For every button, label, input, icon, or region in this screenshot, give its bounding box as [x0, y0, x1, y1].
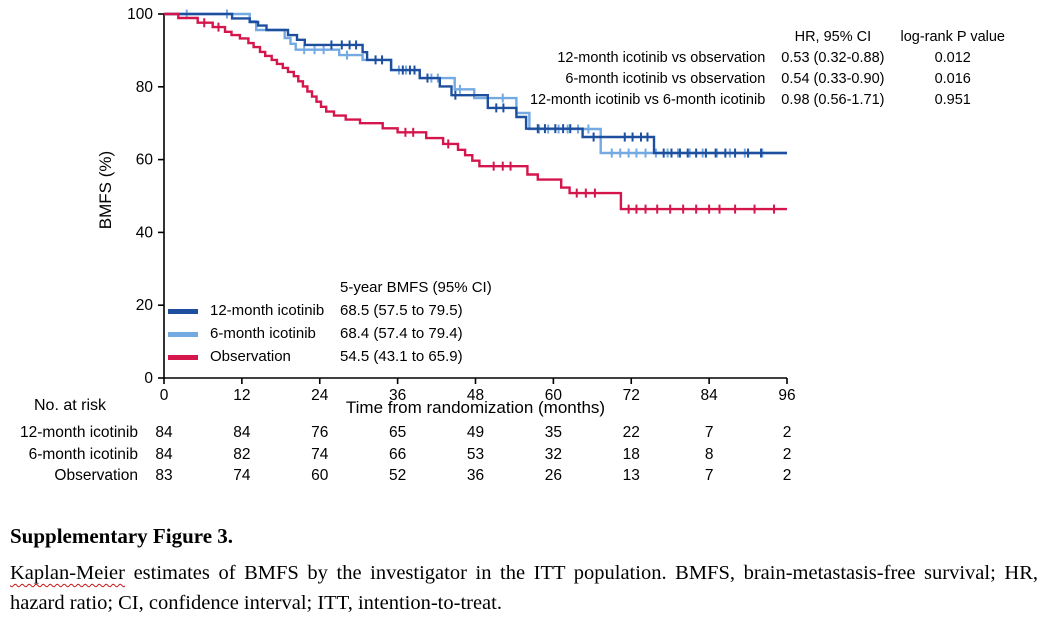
risk-count: 7	[704, 424, 714, 441]
legend-item: 6-month icotinib 68.4 (57.4 to 79.4)	[168, 324, 492, 344]
legend: 5-year BMFS (95% CI) 12-month icotinib 68…	[168, 278, 492, 370]
risk-count: 8	[704, 445, 714, 463]
risk-count: 35	[544, 424, 562, 441]
hr-table-header-spacer	[530, 27, 765, 48]
risk-count: 65	[389, 424, 407, 441]
x-tick-label: 36	[389, 387, 406, 404]
y-tick-label: 60	[136, 152, 154, 169]
risk-count: 22	[622, 424, 640, 441]
risk-table-title: No. at risk	[33, 397, 106, 414]
risk-count: 49	[466, 424, 485, 441]
risk-count: 53	[466, 445, 485, 463]
hr-row-value: 0.53 (0.32-0.88)	[781, 50, 885, 66]
caption-kaplan-meier-word: Kaplan-Meier	[10, 562, 125, 584]
x-axis-title: Time from randomization (months)	[345, 398, 606, 417]
km-curve-observation	[164, 12, 787, 211]
hr-row-pvalue: 0.012	[934, 50, 971, 66]
risk-count: 84	[155, 445, 173, 463]
risk-count: 66	[389, 445, 407, 463]
legend-value: 68.4 (57.4 to 79.4)	[340, 325, 463, 342]
legend-swatch	[168, 354, 198, 360]
risk-count: 18	[622, 445, 640, 463]
legend-value: 54.5 (43.1 to 65.9)	[340, 348, 463, 365]
hr-row-comparison: 12-month icotinib vs 6-month icotinib	[529, 92, 766, 108]
risk-count: 7	[704, 467, 714, 484]
km-plot: 0 20 40 60 80 100 0 12 24 36 48 60 72 84 96	[127, 6, 796, 404]
risk-count: 26	[544, 467, 562, 484]
risk-count: 2	[782, 424, 792, 441]
risk-count: 82	[233, 445, 251, 463]
figure-caption: Supplementary Figure 3. Kaplan-Meier est…	[10, 524, 1038, 618]
risk-count: 60	[311, 467, 329, 484]
risk-row-label: Observation	[54, 467, 138, 484]
risk-row-label: 6-month icotinib	[28, 445, 138, 463]
risk-count: 13	[622, 467, 640, 484]
legend-value: 68.5 (57.5 to 79.5)	[340, 302, 463, 319]
hr-table-header-hr: HR, 95% CI	[794, 29, 872, 45]
x-tick-label: 72	[623, 387, 640, 404]
risk-count: 52	[389, 467, 407, 484]
y-tick-label: 100	[127, 6, 153, 23]
hr-row-value: 0.98 (0.56-1.71)	[781, 92, 885, 108]
km-curve-12-month-icotinib	[164, 12, 787, 155]
hr-row-pvalue: 0.951	[934, 92, 971, 108]
legend-header: 5-year BMFS (95% CI)	[340, 279, 492, 296]
x-tick-label: 48	[467, 387, 484, 404]
y-axis-title: BMFS (%)	[96, 150, 115, 230]
hr-table: HR, 95% CI log-rank P value 12-month ico…	[530, 27, 1005, 111]
hr-table-header-p: log-rank P value	[900, 29, 1005, 45]
x-tick-label: 24	[311, 387, 329, 404]
x-tick-label: 0	[160, 387, 169, 404]
legend-label: 6-month icotinib	[210, 325, 316, 342]
risk-count: 32	[544, 445, 562, 463]
x-tick-label: 60	[545, 387, 563, 404]
risk-count: 76	[311, 424, 329, 441]
legend-item: Observation 54.5 (43.1 to 65.9)	[168, 347, 492, 367]
hr-row-comparison: 6-month icotinib vs observation	[565, 71, 766, 87]
legend-item: 12-month icotinib 68.5 (57.5 to 79.5)	[168, 301, 492, 321]
y-tick-label: 40	[136, 224, 154, 241]
hr-row-pvalue: 0.016	[934, 71, 971, 87]
risk-count: 2	[782, 445, 792, 463]
risk-row-label: 12-month icotinib	[19, 424, 138, 441]
x-tick-label: 96	[778, 387, 795, 404]
risk-count: 74	[233, 467, 251, 484]
legend-swatch	[168, 331, 198, 337]
legend-label: 12-month icotinib	[210, 302, 325, 319]
legend-swatch	[168, 308, 198, 314]
risk-count: 84	[233, 424, 251, 441]
risk-count: 83	[155, 467, 173, 484]
risk-count: 2	[782, 467, 792, 484]
y-tick-label: 0	[144, 370, 153, 387]
caption-title: Supplementary Figure 3.	[10, 524, 234, 548]
legend-label: Observation	[210, 348, 291, 365]
risk-count: 36	[466, 467, 485, 484]
x-tick-label: 84	[701, 387, 719, 404]
risk-count: 74	[311, 445, 329, 463]
y-tick-label: 80	[136, 79, 154, 96]
x-tick-label: 12	[233, 387, 250, 404]
hr-row-comparison: 12-month icotinib vs observation	[557, 50, 766, 66]
risk-count: 84	[155, 424, 173, 441]
y-tick-label: 20	[136, 297, 154, 314]
caption-body: Kaplan-Meier estimates of BMFS by the in…	[10, 558, 1038, 618]
caption-body-text: estimates of BMFS by the investigator in…	[10, 562, 1038, 614]
hr-row-value: 0.54 (0.33-0.90)	[781, 71, 885, 87]
